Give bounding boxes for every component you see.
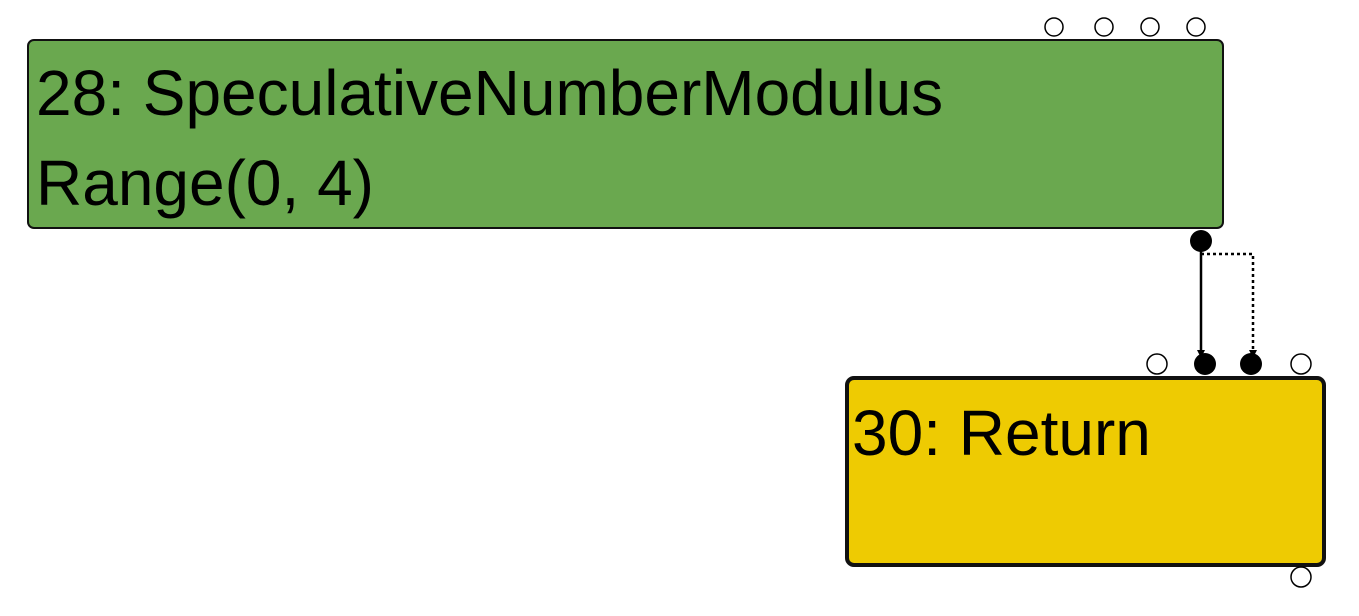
- edge-28-to-30-dotted: [1201, 252, 1255, 355]
- node-30-input-port-1[interactable]: [1146, 353, 1168, 375]
- node-28-title: 28: SpeculativeNumberModulus: [36, 57, 944, 129]
- node-28-output-port[interactable]: [1190, 230, 1212, 252]
- node-28-speculative-number-modulus[interactable]: 28: SpeculativeNumberModulus Range(0, 4): [27, 39, 1224, 229]
- node-30-return[interactable]: 30: Return: [845, 376, 1326, 567]
- node-28-input-port-1[interactable]: [1044, 17, 1064, 37]
- node-28-input-port-2[interactable]: [1094, 17, 1114, 37]
- node-28-range: Range(0, 4): [36, 147, 374, 219]
- node-30-input-port-3[interactable]: [1240, 353, 1262, 375]
- node-30-input-port-2[interactable]: [1194, 353, 1216, 375]
- edge-solid-arrowhead: [1197, 350, 1205, 358]
- node-30-output-port[interactable]: [1290, 566, 1312, 588]
- node-28-input-port-3[interactable]: [1140, 17, 1160, 37]
- node-30-title: 30: Return: [852, 397, 1151, 469]
- node-30-input-port-4[interactable]: [1290, 353, 1312, 375]
- edge-dotted-arrowhead: [1249, 350, 1257, 358]
- node-28-input-port-4[interactable]: [1186, 17, 1206, 37]
